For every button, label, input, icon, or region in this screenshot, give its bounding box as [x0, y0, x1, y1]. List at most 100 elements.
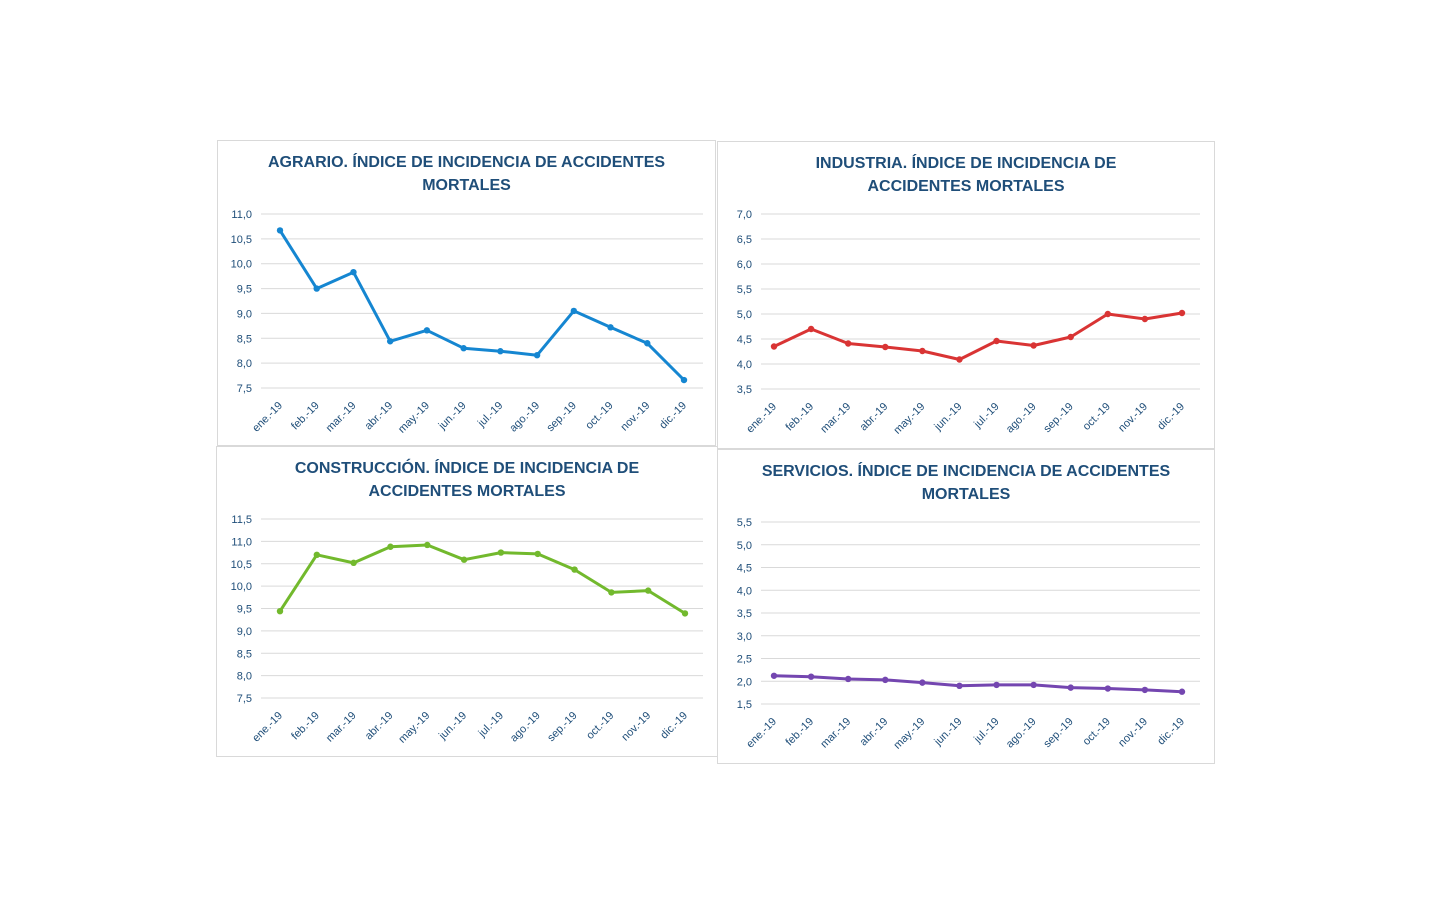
x-axis-tick-labels: ene.-19 feb.-19 mar.-19 abr.-19 may.-19 jun.-… [250, 400, 689, 436]
y-axis-tick-labels: 11,5 11,0 10,5 10,0 9,5 9,0 8,5 8,0 7,5 [231, 514, 252, 705]
y-tick-label: 8,5 [237, 333, 252, 345]
x-tick-label: jul.-19 [971, 401, 1001, 431]
data-point [1030, 342, 1037, 349]
data-point [1030, 681, 1037, 689]
data-point [533, 351, 541, 359]
data-point [1141, 686, 1149, 694]
y-axis-tick-labels: 7,0 6,5 6,0 5,5 5,0 4,5 4,0 3,5 [737, 209, 752, 396]
line-chart-construccion: 11,5 11,0 10,5 10,0 9,5 9,0 8,5 8,0 7,5 ene.-19 fe… [231, 514, 703, 746]
x-tick-label: mar.-19 [818, 401, 853, 436]
gridlines [261, 518, 703, 699]
x-tick-label: may.-19 [891, 401, 927, 437]
series-line [772, 674, 1184, 694]
y-tick-label: 2,5 [737, 654, 752, 666]
x-tick-label: abr.-19 [363, 400, 396, 433]
y-tick-label: 7,5 [237, 383, 252, 395]
data-point [276, 607, 284, 615]
x-tick-label: mar.-19 [818, 716, 853, 751]
x-tick-label: ene.-19 [744, 401, 779, 436]
chart-title-line-2: MORTALES [422, 177, 511, 194]
x-tick-label: jul.-19 [475, 400, 505, 430]
chart-title: SERVICIOS. ÍNDICE DE INCIDENCIA DE ACCID… [738, 460, 1194, 506]
gridlines [761, 213, 1200, 390]
data-point [1104, 685, 1112, 692]
x-tick-label: ene.-19 [250, 710, 285, 745]
y-tick-label: 9,5 [237, 284, 252, 296]
y-tick-label: 6,0 [737, 259, 752, 271]
x-tick-label: oct.-19 [1081, 401, 1113, 433]
chart-title-line-1: AGRARIO. ÍNDICE DE INCIDENCIA DE ACCIDEN… [267, 154, 666, 171]
data-point [1104, 310, 1112, 318]
data-point [1141, 315, 1149, 323]
data-point [460, 556, 468, 563]
data-point [1178, 309, 1186, 317]
y-tick-label: 8,0 [237, 358, 252, 370]
data-point [350, 268, 357, 276]
data-point [570, 307, 578, 315]
x-tick-label: dic.-19 [1155, 401, 1187, 433]
y-tick-label: 9,5 [237, 604, 252, 616]
x-tick-label: dic.-19 [1155, 716, 1187, 748]
data-point [571, 566, 578, 573]
x-tick-label: oct.-19 [584, 710, 616, 742]
data-point [386, 338, 394, 345]
y-tick-label: 4,0 [737, 359, 752, 371]
data-point [350, 559, 357, 567]
gridlines [761, 521, 1200, 705]
x-tick-label: jun.-19 [436, 710, 469, 743]
y-tick-label: 11,5 [231, 514, 252, 526]
y-tick-label: 11,0 [231, 209, 252, 221]
data-points [770, 309, 1186, 363]
x-tick-label: oct.-19 [1081, 716, 1113, 748]
data-point [770, 672, 778, 679]
y-tick-label: 10,0 [231, 581, 252, 593]
y-axis-tick-labels: 11,0 10,5 10,0 9,5 9,0 8,5 8,0 7,5 [231, 209, 252, 395]
data-point [276, 227, 284, 234]
chart-agrario: AGRARIO. ÍNDICE DE INCIDENCIA DE ACCIDEN… [217, 140, 716, 446]
data-point [680, 376, 688, 384]
x-tick-label: abr.-19 [858, 401, 891, 434]
y-tick-label: 5,0 [737, 309, 752, 321]
y-tick-label: 6,5 [737, 234, 752, 246]
x-tick-label: mar.-19 [324, 400, 359, 435]
x-axis-tick-labels: ene.-19 feb.-19 mar.-19 abr.-19 may.-19 jun.-… [744, 716, 1187, 752]
x-tick-label: dic.-19 [657, 400, 689, 432]
x-tick-label: sep.-19 [1041, 401, 1075, 435]
data-point [497, 348, 504, 355]
data-point [844, 340, 852, 347]
data-points [276, 541, 689, 617]
x-tick-label: jul.-19 [476, 710, 506, 740]
data-point [644, 587, 652, 594]
x-tick-label: oct.-19 [583, 400, 615, 432]
data-point [882, 676, 889, 684]
data-point [807, 673, 815, 680]
x-tick-label: feb.-19 [784, 716, 817, 749]
x-tick-label: may.-19 [891, 716, 927, 752]
x-tick-label: sep.-19 [1041, 716, 1075, 750]
data-point [497, 549, 505, 556]
x-tick-label: ene.-19 [744, 716, 779, 751]
x-tick-label: may.-19 [396, 710, 432, 746]
data-point [882, 343, 889, 351]
chart-servicios: SERVICIOS. ÍNDICE DE INCIDENCIA DE ACCID… [717, 449, 1215, 764]
y-tick-label: 10,0 [231, 259, 252, 271]
x-tick-label: jul.-19 [971, 716, 1001, 746]
y-tick-label: 10,5 [231, 234, 252, 246]
y-tick-label: 3,5 [737, 384, 752, 396]
y-tick-label: 4,5 [737, 563, 752, 575]
x-tick-label: nov.-19 [619, 400, 653, 434]
x-tick-label: mar.-19 [324, 710, 359, 745]
data-point [534, 550, 541, 558]
x-tick-label: nov.-19 [1116, 401, 1150, 435]
data-point [313, 551, 321, 558]
y-tick-label: 1,5 [737, 699, 752, 711]
x-tick-label: ago.-19 [507, 400, 542, 435]
y-tick-label: 8,5 [237, 648, 252, 660]
x-tick-label: ago.-19 [1004, 716, 1039, 751]
x-tick-label: feb.-19 [784, 401, 817, 434]
x-tick-label: ago.-19 [508, 710, 543, 745]
data-point [387, 543, 394, 550]
y-tick-label: 3,5 [737, 608, 752, 620]
x-tick-label: ago.-19 [1004, 401, 1039, 436]
